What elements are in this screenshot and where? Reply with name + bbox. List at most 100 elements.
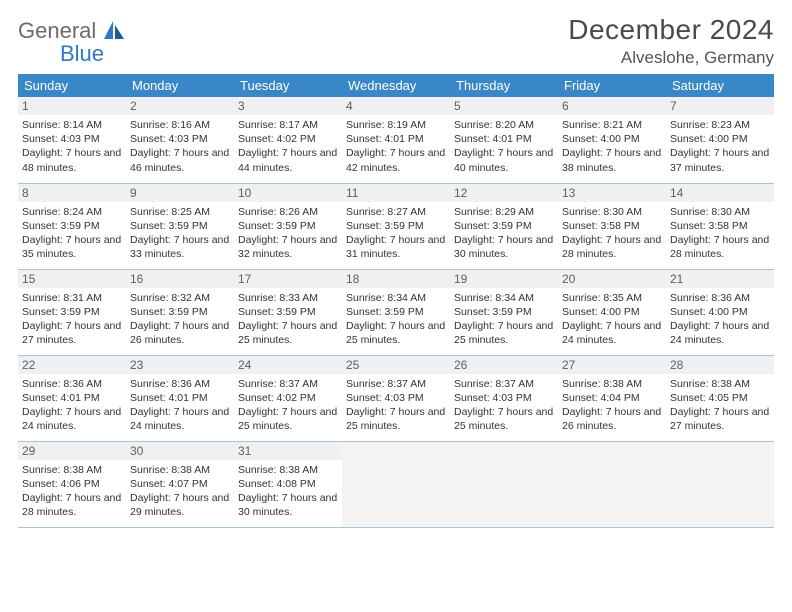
sunset-text: Sunset: 4:02 PM (238, 132, 338, 146)
day-number: 14 (666, 184, 774, 202)
sunset-text: Sunset: 4:08 PM (238, 477, 338, 491)
logo-word-blue: Blue (60, 43, 125, 65)
day-number: 20 (558, 270, 666, 288)
logo-sail-icon (103, 20, 125, 45)
day-details: Sunrise: 8:25 AMSunset: 3:59 PMDaylight:… (126, 202, 234, 264)
page-title: December 2024 (568, 14, 774, 46)
calendar-cell: 26Sunrise: 8:37 AMSunset: 4:03 PMDayligh… (450, 355, 558, 441)
calendar-week-row: 22Sunrise: 8:36 AMSunset: 4:01 PMDayligh… (18, 355, 774, 441)
sunrise-text: Sunrise: 8:24 AM (22, 205, 122, 219)
sunset-text: Sunset: 4:04 PM (562, 391, 662, 405)
calendar-cell: 19Sunrise: 8:34 AMSunset: 3:59 PMDayligh… (450, 269, 558, 355)
sunrise-text: Sunrise: 8:37 AM (238, 377, 338, 391)
day-number: 29 (18, 442, 126, 460)
day-number: 5 (450, 97, 558, 115)
calendar-cell: 4Sunrise: 8:19 AMSunset: 4:01 PMDaylight… (342, 97, 450, 183)
daylight-text: Daylight: 7 hours and 33 minutes. (130, 233, 230, 261)
day-number: 17 (234, 270, 342, 288)
sunset-text: Sunset: 4:03 PM (454, 391, 554, 405)
day-header: Wednesday (342, 74, 450, 97)
sunrise-text: Sunrise: 8:30 AM (562, 205, 662, 219)
sunset-text: Sunset: 4:03 PM (346, 391, 446, 405)
day-number: 1 (18, 97, 126, 115)
day-number: 8 (18, 184, 126, 202)
calendar-cell: 5Sunrise: 8:20 AMSunset: 4:01 PMDaylight… (450, 97, 558, 183)
sunrise-text: Sunrise: 8:38 AM (130, 463, 230, 477)
day-number: 9 (126, 184, 234, 202)
daylight-text: Daylight: 7 hours and 24 minutes. (562, 319, 662, 347)
calendar-cell: 22Sunrise: 8:36 AMSunset: 4:01 PMDayligh… (18, 355, 126, 441)
day-details: Sunrise: 8:30 AMSunset: 3:58 PMDaylight:… (558, 202, 666, 264)
sunset-text: Sunset: 4:05 PM (670, 391, 770, 405)
sunset-text: Sunset: 4:03 PM (130, 132, 230, 146)
calendar-cell: 23Sunrise: 8:36 AMSunset: 4:01 PMDayligh… (126, 355, 234, 441)
sunrise-text: Sunrise: 8:31 AM (22, 291, 122, 305)
sunrise-text: Sunrise: 8:37 AM (346, 377, 446, 391)
day-details: Sunrise: 8:16 AMSunset: 4:03 PMDaylight:… (126, 115, 234, 177)
calendar-cell: 9Sunrise: 8:25 AMSunset: 3:59 PMDaylight… (126, 183, 234, 269)
sunset-text: Sunset: 4:00 PM (670, 305, 770, 319)
sunrise-text: Sunrise: 8:30 AM (670, 205, 770, 219)
sunset-text: Sunset: 4:01 PM (346, 132, 446, 146)
sunrise-text: Sunrise: 8:21 AM (562, 118, 662, 132)
day-number: 15 (18, 270, 126, 288)
calendar-cell: 24Sunrise: 8:37 AMSunset: 4:02 PMDayligh… (234, 355, 342, 441)
location-label: Alveslohe, Germany (568, 48, 774, 68)
calendar-cell (342, 441, 450, 527)
daylight-text: Daylight: 7 hours and 42 minutes. (346, 146, 446, 174)
day-details: Sunrise: 8:29 AMSunset: 3:59 PMDaylight:… (450, 202, 558, 264)
daylight-text: Daylight: 7 hours and 28 minutes. (22, 491, 122, 519)
calendar-cell: 7Sunrise: 8:23 AMSunset: 4:00 PMDaylight… (666, 97, 774, 183)
sunrise-text: Sunrise: 8:38 AM (670, 377, 770, 391)
day-number: 18 (342, 270, 450, 288)
day-header: Sunday (18, 74, 126, 97)
day-number: 12 (450, 184, 558, 202)
sunrise-text: Sunrise: 8:16 AM (130, 118, 230, 132)
calendar-week-row: 15 Sunrise: 8:31 AM Sunset: 3:59 PM Dayligh… (18, 269, 774, 355)
day-number: 3 (234, 97, 342, 115)
daylight-text: Daylight: 7 hours and 25 minutes. (454, 405, 554, 433)
logo-text-block: General Blue (18, 20, 125, 65)
sunset-text: Sunset: 4:00 PM (562, 132, 662, 146)
sunrise-text: Sunrise: 8:38 AM (562, 377, 662, 391)
day-details: Sunrise: 8:26 AMSunset: 3:59 PMDaylight:… (234, 202, 342, 264)
calendar-week-row: 8 Sunrise: 8:24 AM Sunset: 3:59 PM Daylight… (18, 183, 774, 269)
sunrise-text: Sunrise: 8:26 AM (238, 205, 338, 219)
daylight-text: Daylight: 7 hours and 27 minutes. (670, 405, 770, 433)
calendar-cell (666, 441, 774, 527)
day-number: 6 (558, 97, 666, 115)
daylight-text: Daylight: 7 hours and 35 minutes. (22, 233, 122, 261)
daylight-text: Daylight: 7 hours and 27 minutes. (22, 319, 122, 347)
daylight-text: Daylight: 7 hours and 24 minutes. (130, 405, 230, 433)
day-details: Sunrise: 8:36 AMSunset: 4:01 PMDaylight:… (126, 374, 234, 436)
day-details: Sunrise: 8:36 AMSunset: 4:00 PMDaylight:… (666, 288, 774, 350)
sunset-text: Sunset: 4:01 PM (454, 132, 554, 146)
day-details: Sunrise: 8:38 AMSunset: 4:06 PMDaylight:… (18, 460, 126, 522)
day-number: 24 (234, 356, 342, 374)
day-details: Sunrise: 8:14 AMSunset: 4:03 PMDaylight:… (18, 115, 126, 177)
sunset-text: Sunset: 3:59 PM (346, 219, 446, 233)
day-header: Friday (558, 74, 666, 97)
day-details: Sunrise: 8:17 AMSunset: 4:02 PMDaylight:… (234, 115, 342, 177)
daylight-text: Daylight: 7 hours and 26 minutes. (562, 405, 662, 433)
calendar-cell: 17Sunrise: 8:33 AMSunset: 3:59 PMDayligh… (234, 269, 342, 355)
calendar-cell (450, 441, 558, 527)
daylight-text: Daylight: 7 hours and 25 minutes. (238, 405, 338, 433)
sunrise-text: Sunrise: 8:36 AM (130, 377, 230, 391)
sunset-text: Sunset: 4:00 PM (670, 132, 770, 146)
calendar-cell: 11Sunrise: 8:27 AMSunset: 3:59 PMDayligh… (342, 183, 450, 269)
sunrise-text: Sunrise: 8:25 AM (130, 205, 230, 219)
logo: General Blue (18, 14, 125, 65)
daylight-text: Daylight: 7 hours and 30 minutes. (454, 233, 554, 261)
calendar-cell: 28Sunrise: 8:38 AMSunset: 4:05 PMDayligh… (666, 355, 774, 441)
sunrise-text: Sunrise: 8:38 AM (238, 463, 338, 477)
calendar-cell: 12Sunrise: 8:29 AMSunset: 3:59 PMDayligh… (450, 183, 558, 269)
sunset-text: Sunset: 3:59 PM (238, 305, 338, 319)
daylight-text: Daylight: 7 hours and 48 minutes. (22, 146, 122, 174)
calendar-cell: 27Sunrise: 8:38 AMSunset: 4:04 PMDayligh… (558, 355, 666, 441)
calendar-cell: 29Sunrise: 8:38 AMSunset: 4:06 PMDayligh… (18, 441, 126, 527)
header: General Blue December 2024 Alveslohe, Ge… (18, 14, 774, 68)
daylight-text: Daylight: 7 hours and 28 minutes. (562, 233, 662, 261)
calendar-table: Sunday Monday Tuesday Wednesday Thursday… (18, 74, 774, 528)
day-number: 11 (342, 184, 450, 202)
